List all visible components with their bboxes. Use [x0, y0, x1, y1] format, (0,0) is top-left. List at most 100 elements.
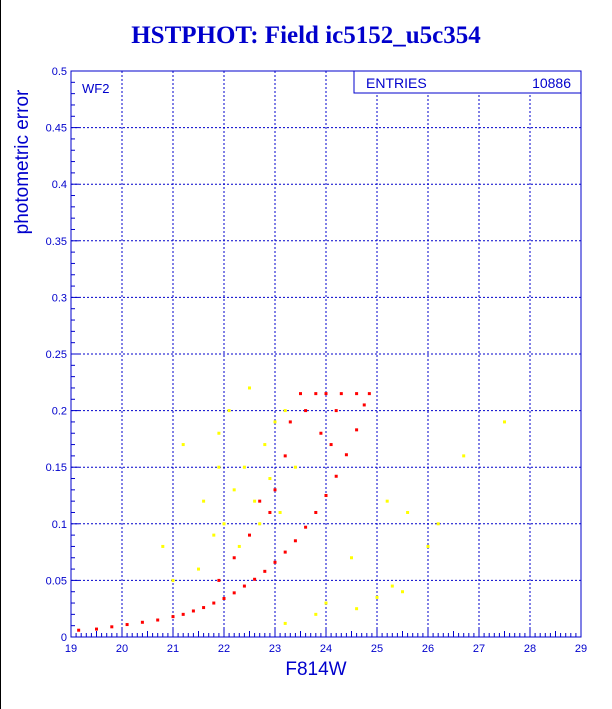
data-point	[299, 392, 302, 396]
data-point	[253, 577, 257, 581]
left-border	[0, 0, 1, 709]
data-point	[375, 595, 379, 599]
data-point	[344, 453, 348, 457]
data-point	[362, 403, 366, 407]
data-point	[355, 607, 359, 611]
data-point	[227, 409, 231, 413]
x-tick-label: 20	[116, 643, 128, 655]
data-point	[293, 465, 297, 469]
data-point	[304, 409, 308, 413]
data-point	[436, 522, 440, 526]
x-tick-label: 22	[218, 643, 230, 655]
y-tick-label: 0	[61, 632, 67, 644]
y-axis-title: photometric error	[12, 89, 33, 234]
data-point	[202, 499, 206, 503]
data-point	[334, 409, 338, 413]
data-point	[268, 510, 272, 514]
data-point	[283, 409, 287, 413]
data-point	[283, 454, 287, 458]
data-point	[181, 612, 185, 616]
data-point	[263, 443, 267, 447]
data-point	[329, 443, 333, 447]
ticks: 19 20 21 22 23 24 25 26 27 28 29 0 0.05 0.1 0.15 0.2 0.2…	[46, 66, 588, 655]
data-point	[263, 569, 267, 573]
data-point	[324, 392, 328, 396]
data-point	[171, 615, 175, 619]
data-point	[339, 392, 343, 396]
data-point	[401, 590, 404, 594]
points	[77, 386, 506, 632]
data-point	[462, 454, 466, 458]
panel-label: WF2	[82, 81, 109, 96]
data-point	[232, 556, 236, 560]
data-point	[268, 477, 272, 481]
x-tick-label: 24	[320, 643, 332, 655]
data-point	[288, 420, 292, 424]
y-tick-label: 0.4	[52, 179, 67, 191]
entries-label: ENTRIES	[366, 75, 427, 91]
data-point	[253, 499, 257, 503]
data-point	[171, 578, 175, 582]
grid	[71, 71, 581, 637]
plot-frame	[70, 70, 582, 638]
data-point	[232, 591, 236, 595]
data-point	[283, 550, 287, 554]
entries-value: 10886	[532, 75, 571, 91]
data-point	[273, 420, 277, 424]
data-point	[202, 606, 206, 610]
data-point	[258, 522, 262, 526]
data-point	[324, 494, 328, 497]
data-point	[273, 560, 277, 564]
data-point	[390, 584, 394, 588]
data-point	[217, 431, 221, 435]
data-point	[385, 499, 389, 503]
data-point	[248, 533, 251, 537]
data-point	[95, 627, 98, 631]
data-point	[242, 465, 246, 469]
data-point	[314, 510, 318, 514]
x-tick-label: 28	[524, 643, 536, 655]
data-point	[319, 431, 323, 435]
data-point	[237, 544, 241, 548]
data-point	[191, 609, 195, 613]
x-tick-label: 23	[269, 643, 281, 655]
y-tick-label: 0.1	[52, 519, 67, 531]
data-point	[77, 628, 81, 632]
data-point	[181, 443, 185, 447]
data-point	[283, 621, 287, 625]
x-tick-label: 26	[422, 643, 434, 655]
data-point	[212, 533, 216, 537]
data-point	[314, 392, 318, 396]
data-point	[273, 488, 277, 492]
data-point	[314, 612, 318, 616]
data-point	[232, 488, 236, 492]
data-point	[222, 597, 226, 601]
data-point	[503, 420, 506, 424]
x-tick-label: 29	[575, 643, 587, 655]
data-point	[140, 620, 144, 624]
y-tick-label: 0.3	[52, 292, 67, 304]
x-axis-title: F814W	[285, 659, 346, 680]
stats-box-frame	[353, 70, 582, 94]
data-point	[217, 465, 221, 469]
y-tick-label: 0.2	[52, 406, 67, 418]
data-point	[293, 539, 297, 543]
y-tick-label: 0.45	[46, 123, 67, 135]
y-tick-label: 0.15	[46, 462, 67, 474]
data-point	[355, 428, 359, 432]
data-point	[242, 584, 246, 588]
data-point	[355, 392, 359, 396]
y-tick-label: 0.5	[52, 66, 67, 78]
data-point	[367, 392, 371, 396]
data-point	[426, 544, 430, 548]
data-point	[350, 556, 353, 560]
y-tick-label: 0.35	[46, 236, 67, 248]
data-point	[324, 601, 328, 605]
x-tick-label: 21	[167, 643, 179, 655]
data-point	[217, 578, 221, 582]
data-point	[278, 510, 282, 514]
data-point	[197, 567, 200, 571]
x-tick-label: 25	[371, 643, 383, 655]
data-point	[334, 474, 338, 478]
